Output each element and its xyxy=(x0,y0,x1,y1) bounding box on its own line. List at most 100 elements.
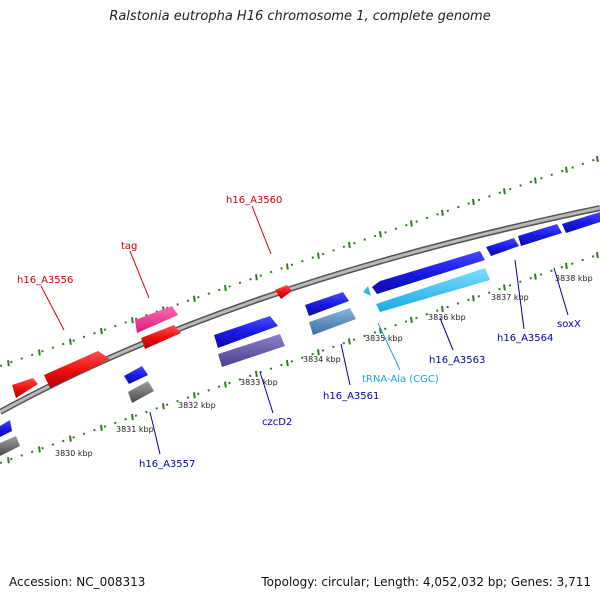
leader-tag xyxy=(129,250,150,299)
gene-arrow-left-edge-gray[interactable] xyxy=(0,436,20,456)
ruler-reverse xyxy=(0,253,600,464)
ruler-tick xyxy=(38,446,41,453)
ruler-tick xyxy=(286,359,289,367)
ruler-tick xyxy=(286,263,289,270)
ruler-tick xyxy=(565,262,568,269)
ruler-tick xyxy=(7,457,10,464)
gene-arrow-trna-ala[interactable] xyxy=(363,286,371,296)
ruler-tick xyxy=(131,317,134,324)
gene-label-tag: tag xyxy=(121,241,137,252)
gene-label-trna-ala: tRNA-Ala (CGC) xyxy=(362,374,439,385)
ruler-tick xyxy=(596,251,599,259)
ruler-tick xyxy=(379,231,382,238)
label-leaders xyxy=(40,205,569,455)
ruler-tick xyxy=(193,295,196,302)
ruler-tick xyxy=(69,338,72,345)
map-title: Ralstonia eutropha H16 chromosome 1, com… xyxy=(109,9,491,24)
ruler-tick xyxy=(100,424,103,431)
chromosome-backbone-highlight xyxy=(0,206,600,414)
kbp-label-3836: 3836 kbp xyxy=(428,313,466,322)
gene-arrow-tag[interactable] xyxy=(141,325,181,349)
ruler-tick xyxy=(224,381,227,388)
chromosome-backbone xyxy=(0,205,600,415)
gene-label-h16-A3563: h16_A3563 xyxy=(429,355,485,366)
ruler-tick xyxy=(7,360,10,367)
ruler-tick xyxy=(131,413,134,421)
ruler-tick xyxy=(38,349,41,356)
leader-czcD2 xyxy=(259,371,274,414)
reverse-features xyxy=(0,212,600,456)
gene-label-h16-A3560: h16_A3560 xyxy=(226,195,282,206)
gene-label-h16-A3564: h16_A3564 xyxy=(497,333,553,344)
ruler-tick xyxy=(534,273,537,280)
gene-label-h16-A3557: h16_A3557 xyxy=(139,459,195,470)
ruler-tick xyxy=(596,155,599,163)
gene-label-czcD2: czcD2 xyxy=(262,417,292,428)
kbp-label-3833: 3833 kbp xyxy=(240,378,278,387)
ruler-tick xyxy=(503,188,506,195)
gene-arrow-h16-A3557[interactable] xyxy=(124,366,148,384)
leader-h16-A3556 xyxy=(40,285,65,331)
ruler-tick xyxy=(441,305,444,313)
ruler-major-ticks xyxy=(7,155,599,464)
gene-arrow-czcD2[interactable] xyxy=(218,334,285,367)
gene-arrow-tag-pink[interactable] xyxy=(135,306,178,333)
forward-features xyxy=(12,285,292,398)
gene-label-soxX: soxX xyxy=(557,319,581,330)
kbp-label-3831: 3831 kbp xyxy=(116,425,154,434)
gene-arrow-h16-A3564[interactable] xyxy=(486,238,519,256)
kbp-label-3835: 3835 kbp xyxy=(365,334,403,343)
kbp-label-3837: 3837 kbp xyxy=(491,293,529,302)
ruler-tick xyxy=(162,403,165,410)
kbp-label-3834: 3834 kbp xyxy=(303,355,341,364)
leader-trna-ala xyxy=(377,322,401,371)
ruler-tick xyxy=(348,338,351,345)
gene-arrow-right-edge[interactable] xyxy=(562,212,600,233)
ruler-forward xyxy=(0,157,600,367)
gene-arrow-h16-A3563-blue[interactable] xyxy=(372,251,485,294)
gene-arrow-left-edge[interactable] xyxy=(0,420,12,437)
ruler-tick xyxy=(193,392,196,399)
gene-arrow-czcD2-blue[interactable] xyxy=(214,316,278,348)
leader-h16-A3564 xyxy=(514,259,525,330)
gene-arrow-h16-A3561-blue[interactable] xyxy=(305,292,349,316)
leader-h16-A3563 xyxy=(439,317,454,351)
gene-arrow-h16-A3556[interactable] xyxy=(44,351,110,388)
gene-arrow-h16-A3557-gray[interactable] xyxy=(128,381,154,403)
ruler-tick xyxy=(534,177,537,184)
gene-arrow-h16-A3561[interactable] xyxy=(309,308,356,335)
ruler-tick xyxy=(441,209,444,216)
ruler-tick xyxy=(348,241,351,249)
ruler-tick xyxy=(255,370,258,377)
gene-label-h16-A3556: h16_A3556 xyxy=(17,275,73,286)
gene-arrow-forward[interactable] xyxy=(12,378,38,398)
leader-h16-A3557 xyxy=(149,411,161,455)
ruler-tick xyxy=(472,198,475,206)
gene-label-h16-A3561: h16_A3561 xyxy=(323,391,379,402)
ruler-tick xyxy=(100,327,103,335)
ruler-tick xyxy=(410,220,413,227)
ruler-tick xyxy=(503,284,506,291)
leader-soxX xyxy=(553,267,569,316)
gene-arrow-h16-A3560[interactable] xyxy=(275,285,292,299)
kbp-label-3832: 3832 kbp xyxy=(178,401,216,410)
leader-h16-A3561 xyxy=(340,343,351,386)
ruler-tick xyxy=(565,166,568,173)
kbp-label-3830: 3830 kbp xyxy=(55,449,93,458)
ruler-tick xyxy=(317,252,320,259)
kbp-labels: 3830 kbp 3831 kbp 3832 kbp 3833 kbp 3834… xyxy=(55,274,593,458)
kbp-label-3838: 3838 kbp xyxy=(555,274,593,283)
ruler-tick xyxy=(410,316,413,323)
ruler-tick xyxy=(472,295,475,302)
ruler-tick xyxy=(69,435,72,442)
gene-arrow-soxX[interactable] xyxy=(518,224,562,246)
gene-labels: h16_A3556 tag h16_A3560 h16_A3557 czcD2 … xyxy=(17,195,581,470)
accession-text: Accession: NC_008313 xyxy=(9,575,146,589)
ruler-tick xyxy=(255,274,258,281)
gene-arrow-h16-A3563[interactable] xyxy=(376,268,490,312)
ruler-tick xyxy=(317,349,320,356)
ruler-tick xyxy=(224,284,227,292)
leader-h16-A3560 xyxy=(251,205,272,255)
